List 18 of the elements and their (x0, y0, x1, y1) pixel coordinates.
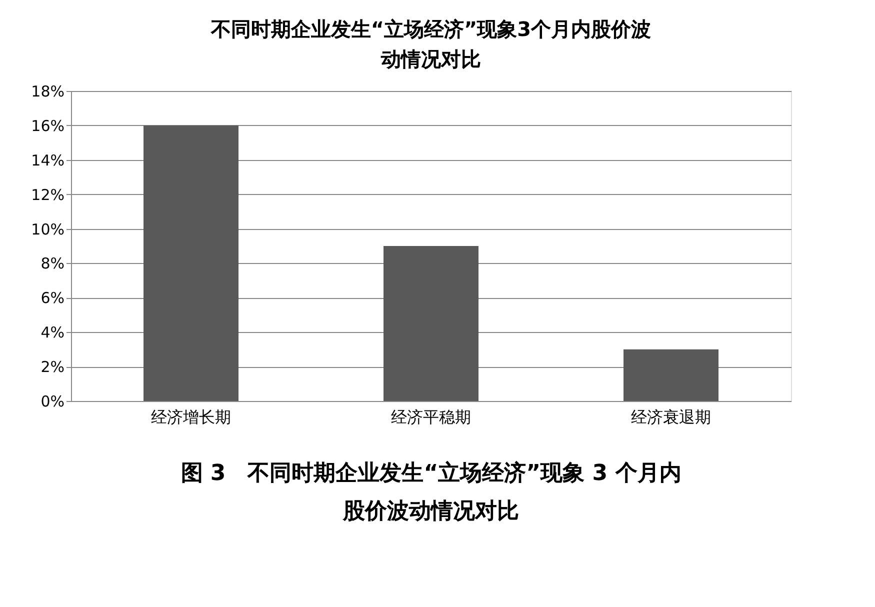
y-tick-label: 6% (40, 289, 64, 308)
y-tick-label: 18% (31, 82, 64, 100)
bar (384, 246, 478, 401)
y-tick-label: 12% (31, 186, 64, 204)
bar (144, 125, 238, 401)
chart-title: 不同时期企业发生“立场经济”现象3个月内股价波动情况对比 (210, 17, 652, 71)
y-tick-label: 14% (31, 151, 64, 170)
y-tick-label: 16% (31, 116, 64, 135)
y-tick-label: 0% (40, 392, 64, 410)
y-tick-label: 4% (40, 324, 64, 342)
y-tick-label: 8% (40, 254, 64, 273)
bar (624, 349, 718, 401)
y-tick-label: 10% (31, 220, 64, 238)
x-tick-label: 经济平稳期 (391, 408, 471, 426)
caption: 图 3 不同时期企业发生“立场经济”现象 3 个月内股价波动情况对比 (180, 460, 682, 524)
x-tick-label: 经济衰退期 (631, 408, 711, 426)
y-tick-label: 2% (40, 358, 64, 376)
x-tick-label: 经济增长期 (151, 408, 231, 426)
